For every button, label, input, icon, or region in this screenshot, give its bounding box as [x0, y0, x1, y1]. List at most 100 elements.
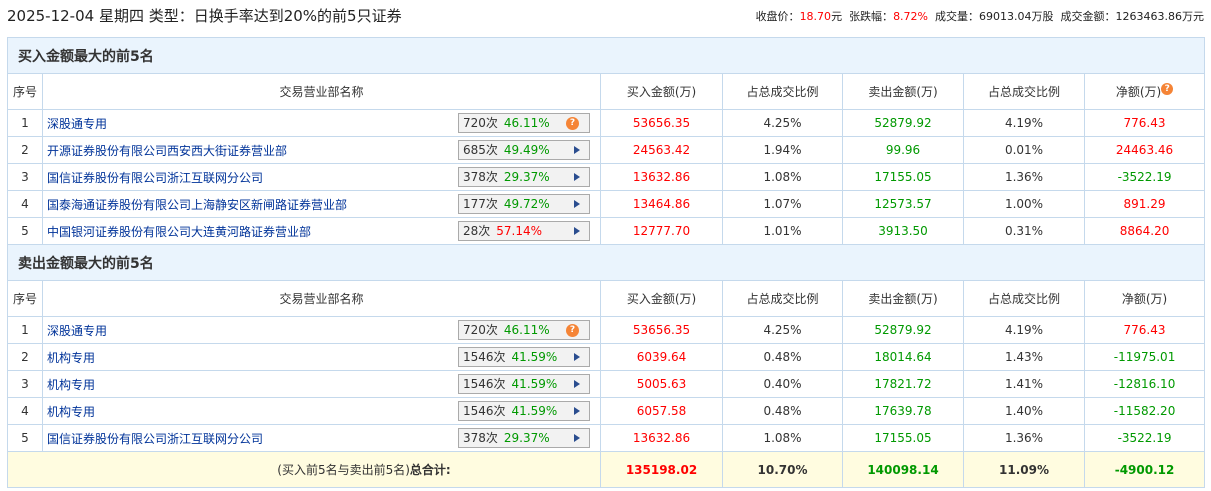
- broker-stats-badge[interactable]: 378次 29.37%: [458, 167, 590, 187]
- buy-ratio: 1.94%: [722, 136, 843, 164]
- broker-stats-badge[interactable]: 1546次 41.59%: [458, 401, 590, 421]
- rank: 2: [7, 136, 43, 164]
- page-title: 2025-12-04 星期四 类型：日换手率达到20%的前5只证券: [7, 7, 402, 25]
- broker-cell: 国信证券股份有限公司浙江互联网分公司 378次 29.37%: [42, 424, 601, 452]
- column-header: 序号: [7, 73, 43, 110]
- broker-link[interactable]: 深股通专用: [47, 116, 108, 131]
- sell-amount: 99.96: [842, 136, 964, 164]
- column-header: 序号: [7, 280, 43, 317]
- broker-stats-badge[interactable]: 720次 46.11%?: [458, 320, 590, 340]
- broker-stats-badge[interactable]: 28次 57.14%: [458, 221, 590, 241]
- table-row: 5 国信证券股份有限公司浙江互联网分公司 378次 29.37% 13632.86…: [7, 424, 1206, 452]
- table-row: 4 国泰海通证券股份有限公司上海静安区新闸路证券营业部 177次 49.72% 1…: [7, 190, 1206, 218]
- sell-ratio: 0.31%: [963, 217, 1085, 245]
- buy-ratio: 1.01%: [722, 217, 843, 245]
- buy-amount: 12777.70: [600, 217, 723, 245]
- expand-arrow-icon[interactable]: [574, 173, 580, 181]
- buy-amount: 5005.63: [600, 370, 723, 398]
- broker-link[interactable]: 机构专用: [47, 404, 96, 419]
- header-row: 序号 交易营业部名称 买入金额(万) 占总成交比例 卖出金额(万) 占总成交比例 净额(万)…: [7, 73, 1206, 110]
- sell-ratio: 1.43%: [963, 343, 1085, 371]
- column-header: 占总成交比例: [722, 73, 843, 110]
- table-row: 3 国信证券股份有限公司浙江互联网分公司 378次 29.37% 13632.86…: [7, 163, 1206, 191]
- table-row: 4 机构专用 1546次 41.59% 6057.58 0.48% 17639.7…: [7, 397, 1206, 425]
- broker-cell: 开源证券股份有限公司西安西大街证券营业部 685次 49.49%: [42, 136, 601, 164]
- broker-stats-badge[interactable]: 720次 46.11%?: [458, 113, 590, 133]
- buy-amount: 13632.86: [600, 163, 723, 191]
- sell-ratio: 1.00%: [963, 190, 1085, 218]
- total-buy-ratio: 10.70%: [722, 451, 843, 488]
- table-row: 3 机构专用 1546次 41.59% 5005.63 0.40% 17821.7…: [7, 370, 1206, 398]
- help-icon[interactable]: ?: [566, 117, 579, 130]
- broker-link[interactable]: 中国银河证券股份有限公司大连黄河路证券营业部: [47, 224, 312, 239]
- net-amount: -12816.10: [1083, 370, 1206, 398]
- broker-link[interactable]: 机构专用: [47, 377, 96, 392]
- total-sell-ratio: 11.09%: [963, 451, 1085, 488]
- net-amount: 776.43: [1083, 109, 1206, 137]
- sell-amount: 12573.57: [842, 190, 964, 218]
- broker-link[interactable]: 开源证券股份有限公司西安西大街证券营业部: [47, 143, 288, 158]
- net-amount: 776.43: [1083, 316, 1206, 344]
- sell-amount: 52879.92: [842, 316, 964, 344]
- column-header: 买入金额(万): [600, 280, 723, 317]
- header-row: 序号 交易营业部名称 买入金额(万) 占总成交比例 卖出金额(万) 占总成交比例 净额(万): [7, 280, 1206, 317]
- change-pct: 8.72%: [893, 10, 929, 23]
- sell-ratio: 4.19%: [963, 109, 1085, 137]
- buy-amount: 53656.35: [600, 316, 723, 344]
- sell-ratio: 4.19%: [963, 316, 1085, 344]
- broker-link[interactable]: 国信证券股份有限公司浙江互联网分公司: [47, 431, 264, 446]
- buy-ratio: 1.08%: [722, 163, 843, 191]
- total-label: (买入前5名与卖出前5名)总合计:: [7, 451, 601, 488]
- expand-arrow-icon[interactable]: [574, 227, 580, 235]
- column-header: 买入金额(万): [600, 73, 723, 110]
- sell-top5-table: 卖出金额最大的前5名 序号 交易营业部名称 买入金额(万) 占总成交比例 卖出金额(万) 占…: [6, 244, 1206, 488]
- buy-top5-table: 买入金额最大的前5名 序号 交易营业部名称 买入金额(万) 占总成交比例 卖出金额(万) 占…: [6, 37, 1206, 245]
- expand-arrow-icon[interactable]: [574, 200, 580, 208]
- sell-amount: 17821.72: [842, 370, 964, 398]
- buy-amount: 13464.86: [600, 190, 723, 218]
- sell-ratio: 1.36%: [963, 424, 1085, 452]
- expand-arrow-icon[interactable]: [574, 434, 580, 442]
- net-amount: -11582.20: [1083, 397, 1206, 425]
- total-sell: 140098.14: [842, 451, 964, 488]
- column-header: 卖出金额(万): [842, 280, 964, 317]
- broker-link[interactable]: 深股通专用: [47, 323, 108, 338]
- net-amount: 24463.46: [1083, 136, 1206, 164]
- broker-link[interactable]: 国信证券股份有限公司浙江互联网分公司: [47, 170, 264, 185]
- rank: 1: [7, 316, 43, 344]
- broker-stats-badge[interactable]: 378次 29.37%: [458, 428, 590, 448]
- table-row: 1 深股通专用 720次 46.11%? 53656.35 4.25% 52879…: [7, 109, 1206, 137]
- broker-cell: 深股通专用 720次 46.11%?: [42, 316, 601, 344]
- broker-stats-badge[interactable]: 177次 49.72%: [458, 194, 590, 214]
- section-title: 卖出金额最大的前5名: [6, 244, 1206, 281]
- broker-link[interactable]: 国泰海通证券股份有限公司上海静安区新闸路证券营业部: [47, 197, 348, 212]
- broker-cell: 深股通专用 720次 46.11%?: [42, 109, 601, 137]
- broker-cell: 中国银河证券股份有限公司大连黄河路证券营业部 28次 57.14%: [42, 217, 601, 245]
- column-header: 交易营业部名称: [42, 280, 601, 317]
- broker-link[interactable]: 机构专用: [47, 350, 96, 365]
- rank: 1: [7, 109, 43, 137]
- expand-arrow-icon[interactable]: [574, 380, 580, 388]
- broker-stats-badge[interactable]: 685次 49.49%: [458, 140, 590, 160]
- column-header: 占总成交比例: [722, 280, 843, 317]
- broker-stats-badge[interactable]: 1546次 41.59%: [458, 374, 590, 394]
- sell-amount: 17639.78: [842, 397, 964, 425]
- rank: 5: [7, 424, 43, 452]
- expand-arrow-icon[interactable]: [574, 353, 580, 361]
- net-amount: 8864.20: [1083, 217, 1206, 245]
- quote-summary: 收盘价：18.70元 张跌幅：8.72% 成交量：69013.04万股 成交金额…: [755, 10, 1204, 23]
- broker-stats-badge[interactable]: 1546次 41.59%: [458, 347, 590, 367]
- column-header: 净额(万)?: [1083, 73, 1206, 110]
- help-icon[interactable]: ?: [566, 324, 579, 337]
- column-header: 交易营业部名称: [42, 73, 601, 110]
- buy-ratio: 0.48%: [722, 397, 843, 425]
- buy-amount: 24563.42: [600, 136, 723, 164]
- broker-cell: 机构专用 1546次 41.59%: [42, 370, 601, 398]
- expand-arrow-icon[interactable]: [574, 407, 580, 415]
- help-icon[interactable]: ?: [1161, 83, 1174, 95]
- expand-arrow-icon[interactable]: [574, 146, 580, 154]
- table-row: 5 中国银河证券股份有限公司大连黄河路证券营业部 28次 57.14% 12777…: [7, 217, 1206, 245]
- net-amount: -11975.01: [1083, 343, 1206, 371]
- volume: 69013.04万股: [979, 10, 1054, 23]
- sell-amount: 52879.92: [842, 109, 964, 137]
